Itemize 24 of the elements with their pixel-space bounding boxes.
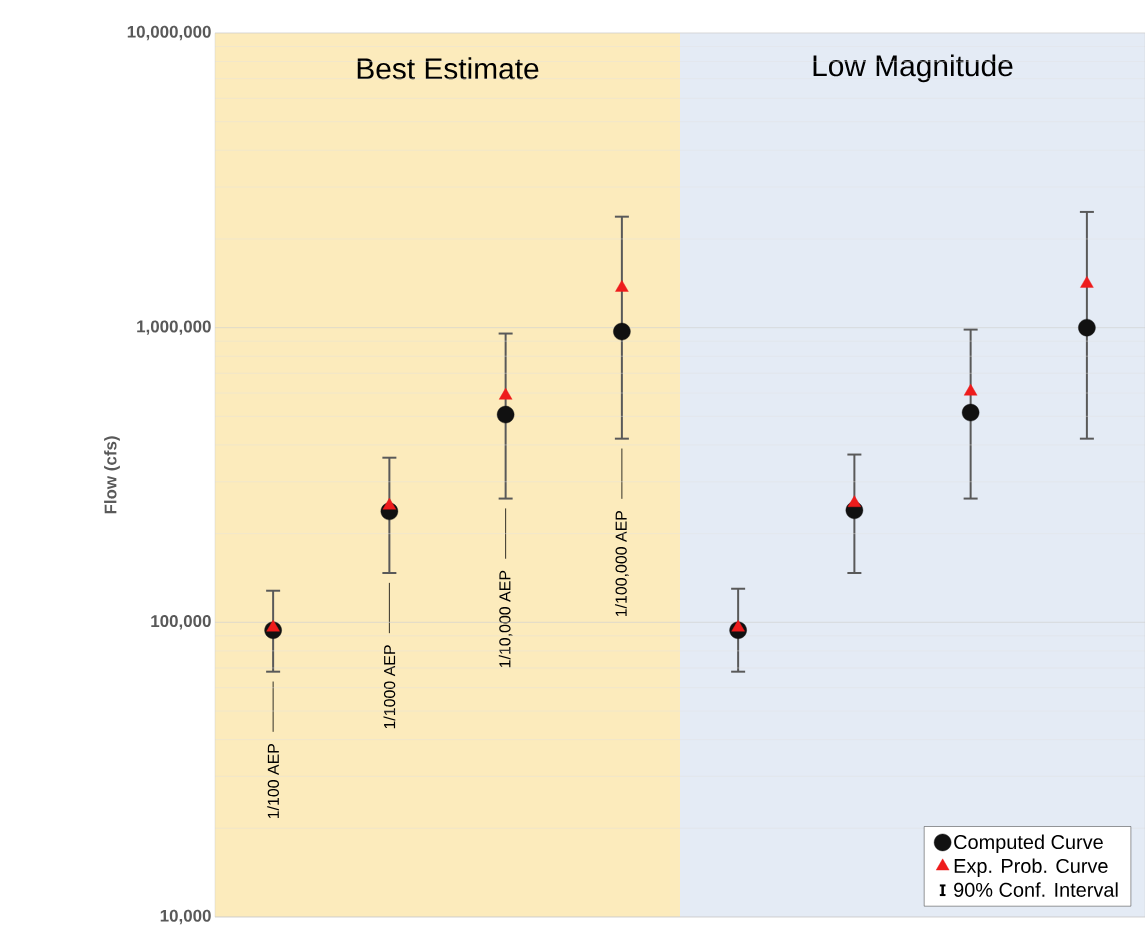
point	[496, 405, 515, 424]
legend-label: Exp. Prob. Curve	[954, 858, 1108, 877]
y-tick-label: 1,000,000	[137, 320, 211, 335]
point	[382, 497, 397, 510]
y-tick-label: 10,000	[160, 909, 211, 925]
y-tick-label: 100,000	[151, 615, 211, 630]
point	[847, 495, 862, 507]
point	[963, 383, 978, 396]
annotation: 1/1000 AEP	[383, 645, 396, 729]
annotation: 1/10,000 AEP	[498, 570, 513, 668]
point	[498, 387, 513, 400]
annotation: 90% Conf. Interval	[954, 882, 1118, 897]
point	[961, 403, 980, 422]
y-tick-label: 10,000,000	[127, 25, 211, 41]
annotation: 1/100 AEP	[267, 743, 279, 819]
y-axis-title: Flow (cfs)	[104, 436, 120, 514]
point	[1078, 318, 1096, 337]
point	[615, 280, 629, 292]
point	[613, 322, 631, 341]
annotation: Low Magnitude	[813, 54, 1013, 83]
annotation: 1/100,000 AEP	[615, 510, 629, 617]
point	[1080, 275, 1094, 288]
annotation: Best Estimate	[357, 57, 539, 80]
legend-label: Computed Curve	[954, 834, 1103, 854]
